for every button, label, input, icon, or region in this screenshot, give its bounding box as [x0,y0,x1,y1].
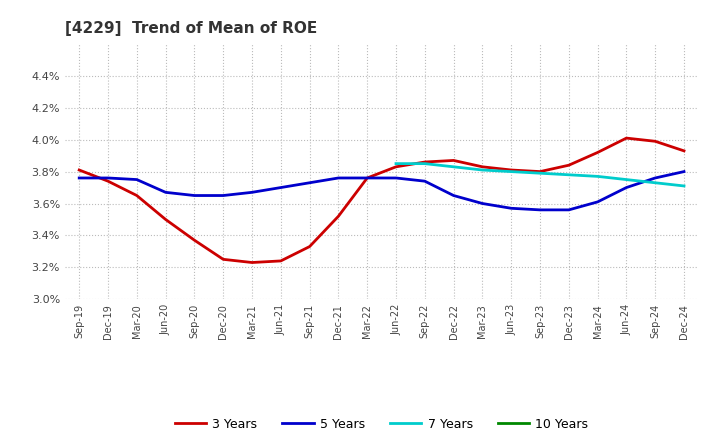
5 Years [507,205,516,211]
Legend: 3 Years, 5 Years, 7 Years, 10 Years: 3 Years, 5 Years, 7 Years, 10 Years [170,413,593,436]
Line: 7 Years: 7 Years [396,164,684,186]
5 Years [276,185,285,190]
7 Years [536,171,544,176]
3 Years [248,260,256,265]
3 Years [478,164,487,169]
5 Years [622,185,631,190]
3 Years [593,150,602,155]
5 Years [334,176,343,181]
5 Years [75,176,84,181]
3 Years [680,148,688,154]
3 Years [420,159,429,165]
5 Years [190,193,199,198]
3 Years [305,244,314,249]
7 Years [507,169,516,174]
3 Years [104,179,112,184]
3 Years [219,257,228,262]
7 Years [651,180,660,185]
Text: [4229]  Trend of Mean of ROE: [4229] Trend of Mean of ROE [65,21,317,36]
5 Years [536,207,544,213]
3 Years [564,163,573,168]
7 Years [564,172,573,177]
5 Years [564,207,573,213]
7 Years [680,183,688,189]
3 Years [190,238,199,243]
5 Years [161,190,170,195]
5 Years [680,169,688,174]
3 Years [651,139,660,144]
5 Years [593,199,602,205]
5 Years [420,179,429,184]
3 Years [132,193,141,198]
7 Years [392,161,400,166]
3 Years [75,167,84,172]
7 Years [622,177,631,182]
5 Years [305,180,314,185]
5 Years [392,176,400,181]
5 Years [248,190,256,195]
3 Years [449,158,458,163]
3 Years [334,213,343,219]
3 Years [276,258,285,264]
7 Years [478,167,487,172]
3 Years [363,176,372,181]
5 Years [104,176,112,181]
5 Years [132,177,141,182]
3 Years [622,136,631,141]
7 Years [449,164,458,169]
3 Years [507,167,516,172]
7 Years [593,174,602,179]
3 Years [161,217,170,222]
5 Years [219,193,228,198]
5 Years [478,201,487,206]
Line: 5 Years: 5 Years [79,172,684,210]
5 Years [651,176,660,181]
3 Years [392,164,400,169]
5 Years [363,176,372,181]
Line: 3 Years: 3 Years [79,138,684,263]
3 Years [536,169,544,174]
5 Years [449,193,458,198]
7 Years [420,161,429,166]
